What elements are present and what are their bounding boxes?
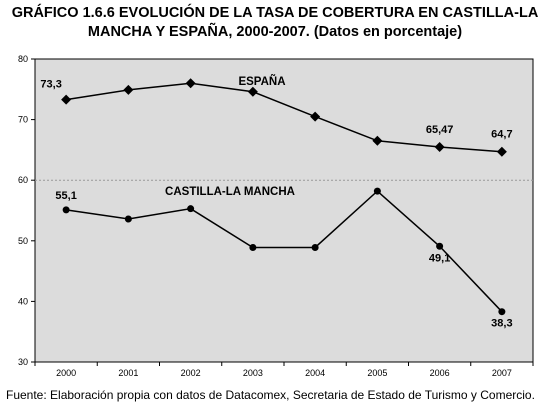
circle-marker bbox=[373, 187, 381, 195]
x-tick-label: 2005 bbox=[367, 368, 387, 378]
diamond-marker bbox=[61, 94, 72, 105]
data-label: 55,1 bbox=[55, 190, 76, 202]
chart-title-line-2: MANCHA Y ESPAÑA, 2000-2007. (Datos en po… bbox=[87, 24, 463, 40]
data-label: 73,3 bbox=[40, 79, 61, 91]
chart-title-line-1: GRÁFICO 1.6.6 EVOLUCIÓN DE LA TASA DE CO… bbox=[11, 5, 539, 21]
diamond-marker bbox=[247, 86, 258, 97]
diamond-marker bbox=[434, 142, 445, 153]
x-tick-label: 2001 bbox=[118, 368, 138, 378]
y-tick-label: 70 bbox=[18, 115, 28, 125]
circle-marker bbox=[249, 243, 257, 251]
data-label: 38,3 bbox=[491, 318, 512, 330]
y-tick-label: 50 bbox=[18, 236, 28, 246]
diamond-marker bbox=[310, 111, 321, 122]
source-note: Fuente: Elaboración propia con datos de … bbox=[6, 388, 535, 402]
x-tick-label: 2000 bbox=[56, 368, 76, 378]
series-line-castilla-la-mancha bbox=[66, 190, 503, 313]
diamond-marker bbox=[372, 135, 383, 146]
circle-marker bbox=[62, 206, 70, 214]
y-tick-label: 40 bbox=[18, 296, 28, 306]
plot-area bbox=[34, 58, 534, 363]
data-label: 64,7 bbox=[491, 129, 512, 141]
data-label: 65,47 bbox=[426, 124, 454, 136]
y-tick-label: 60 bbox=[18, 175, 28, 185]
circle-marker bbox=[187, 205, 195, 213]
data-label: 49,1 bbox=[429, 252, 450, 264]
x-tick-label: 2002 bbox=[181, 368, 201, 378]
diamond-marker bbox=[185, 78, 196, 89]
x-tick-label: 2003 bbox=[243, 368, 263, 378]
series-line-espana bbox=[66, 82, 502, 153]
chart-title: GRÁFICO 1.6.6 EVOLUCIÓN DE LA TASA DE CO… bbox=[0, 4, 550, 42]
circle-marker bbox=[311, 243, 319, 251]
diamond-marker bbox=[496, 146, 507, 157]
y-tick-label: 30 bbox=[18, 357, 28, 367]
series-label-castilla-la-mancha: CASTILLA-LA MANCHA bbox=[165, 186, 295, 198]
x-tick-label: 2006 bbox=[430, 368, 450, 378]
x-tick-label: 2004 bbox=[305, 368, 325, 378]
x-tick-label: 2007 bbox=[492, 368, 512, 378]
series-label-espana: ESPAÑA bbox=[238, 75, 285, 88]
y-tick-label: 80 bbox=[18, 54, 28, 64]
circle-marker bbox=[124, 215, 132, 223]
diamond-marker bbox=[123, 84, 134, 95]
circle-marker bbox=[498, 308, 506, 316]
circle-marker bbox=[436, 242, 444, 250]
